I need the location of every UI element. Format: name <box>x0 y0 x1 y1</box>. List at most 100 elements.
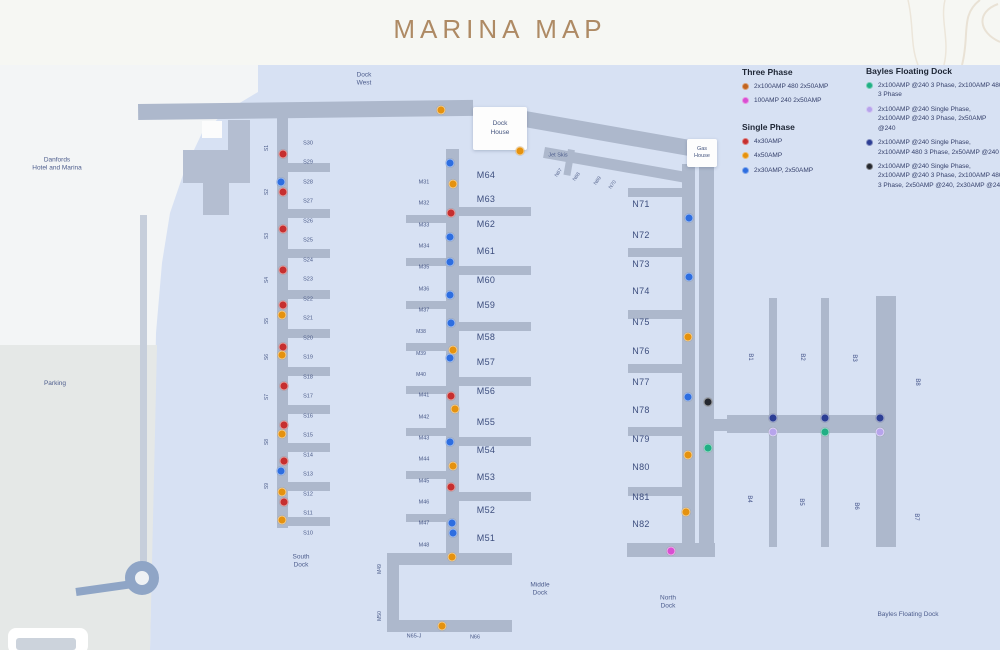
pedestal-marker-red[interactable] <box>278 187 288 197</box>
map-label: S21 <box>303 315 313 322</box>
dock-segment <box>406 258 446 266</box>
pedestal-marker-orange[interactable] <box>436 105 446 115</box>
legend-item: 4x30AMP <box>742 137 860 146</box>
map-label: M64 <box>476 170 496 181</box>
pedestal-marker-red[interactable] <box>278 149 288 159</box>
map-label: M55 <box>476 417 496 428</box>
map-label: S15 <box>303 432 313 439</box>
map-label: M48 <box>418 542 430 549</box>
legend-dot-orangeDark <box>742 83 749 90</box>
legend-dot-black <box>866 162 873 170</box>
pedestal-marker-orange[interactable] <box>683 450 693 460</box>
map-label: M31 <box>418 179 430 186</box>
pedestal-marker-blue[interactable] <box>445 232 455 242</box>
pedestal-marker-orange[interactable] <box>447 552 457 562</box>
pedestal-marker-magenta[interactable] <box>666 546 676 556</box>
map-label: Bayles Floating Dock <box>877 610 939 618</box>
pedestal-marker-black[interactable] <box>703 397 713 407</box>
pedestal-marker-orange[interactable] <box>448 179 458 189</box>
map-label: M62 <box>476 219 496 230</box>
map-label: M46 <box>418 499 430 506</box>
pedestal-marker-orange[interactable] <box>277 350 287 360</box>
map-label: M36 <box>418 286 430 293</box>
legend-item: 2x100AMP 480 2x50AMP <box>742 82 860 91</box>
pedestal-marker-green[interactable] <box>820 427 830 437</box>
map-label: N75 <box>632 317 650 328</box>
map-label: M34 <box>418 243 430 250</box>
pedestal-marker-red[interactable] <box>446 391 456 401</box>
map-label: S19 <box>303 354 313 361</box>
access-road <box>140 215 147 565</box>
dock-segment <box>628 427 682 436</box>
dock-segment <box>628 364 682 373</box>
pedestal-marker-red[interactable] <box>446 482 456 492</box>
map-label: N72 <box>632 230 650 241</box>
pedestal-marker-red[interactable] <box>278 265 288 275</box>
map-label: S14 <box>303 452 313 459</box>
map-label: B4 <box>745 495 752 503</box>
map-label: M58 <box>476 332 496 343</box>
pedestal-marker-blue[interactable] <box>445 437 455 447</box>
legend-item-text: 2x100AMP @240 3 Phase, 2x100AMP 480 3 Ph… <box>878 82 1000 99</box>
map-label: M45 <box>418 478 430 485</box>
dock-segment <box>406 215 446 223</box>
pedestal-marker-purple[interactable] <box>875 427 885 437</box>
map-label: North Dock <box>660 594 676 610</box>
pedestal-marker-red[interactable] <box>446 208 456 218</box>
dock-segment <box>713 419 728 431</box>
pedestal-marker-blue[interactable] <box>683 392 693 402</box>
pedestal-marker-red[interactable] <box>279 420 289 430</box>
pedestal-marker-purple[interactable] <box>768 427 778 437</box>
pedestal-marker-orange[interactable] <box>515 146 525 156</box>
map-label: B3 <box>850 354 857 362</box>
header-band: MARINA MAP <box>0 0 1000 65</box>
map-label: S13 <box>303 471 313 478</box>
roundabout <box>125 561 159 595</box>
pedestal-marker-orange[interactable] <box>277 310 287 320</box>
pedestal-marker-navy[interactable] <box>875 413 885 423</box>
pedestal-marker-orange[interactable] <box>437 621 447 631</box>
pedestal-marker-blue[interactable] <box>684 213 694 223</box>
dock-segment <box>459 266 531 275</box>
pedestal-marker-orange[interactable] <box>277 429 287 439</box>
legend-dot-red <box>742 138 749 145</box>
pedestal-marker-red[interactable] <box>278 224 288 234</box>
pedestal-marker-blue[interactable] <box>276 466 286 476</box>
pedestal-marker-orange[interactable] <box>277 515 287 525</box>
legend-item: 2x100AMP @240 Single Phase, 2x100AMP @24… <box>866 105 1000 133</box>
dock-segment <box>459 207 531 216</box>
pedestal-marker-blue[interactable] <box>445 290 455 300</box>
map-label: M60 <box>476 275 496 286</box>
pedestal-marker-red[interactable] <box>279 456 289 466</box>
pedestal-marker-orange[interactable] <box>450 404 460 414</box>
pedestal-marker-red[interactable] <box>279 497 289 507</box>
dock-segment <box>387 553 399 632</box>
pedestal-marker-blue[interactable] <box>448 528 458 538</box>
map-label: M57 <box>476 357 496 368</box>
pedestal-marker-navy[interactable] <box>820 413 830 423</box>
dock-connector <box>228 120 250 152</box>
dock-segment <box>406 471 446 479</box>
pedestal-marker-red[interactable] <box>279 381 289 391</box>
pedestal-marker-blue[interactable] <box>446 318 456 328</box>
legend-section-title: Single Phase <box>742 122 795 132</box>
page-title: MARINA MAP <box>393 14 607 44</box>
pedestal-marker-orange[interactable] <box>277 487 287 497</box>
pedestal-marker-orange[interactable] <box>681 507 691 517</box>
pedestal-marker-blue[interactable] <box>445 257 455 267</box>
pedestal-marker-green[interactable] <box>703 443 713 453</box>
pedestal-marker-blue[interactable] <box>684 272 694 282</box>
dock-segment <box>682 164 695 544</box>
pedestal-marker-blue[interactable] <box>447 518 457 528</box>
map-label: M40 <box>416 371 426 378</box>
pedestal-marker-orange[interactable] <box>683 332 693 342</box>
map-label: M35 <box>418 264 430 271</box>
dock-segment <box>821 298 829 547</box>
pedestal-marker-red[interactable] <box>278 300 288 310</box>
pedestal-marker-orange[interactable] <box>448 461 458 471</box>
legend-item: 2x100AMP @240 Single Phase, 2x100AMP 480… <box>866 138 1000 157</box>
pedestal-marker-blue[interactable] <box>276 177 286 187</box>
pedestal-marker-navy[interactable] <box>768 413 778 423</box>
pedestal-marker-blue[interactable] <box>445 158 455 168</box>
pedestal-marker-blue[interactable] <box>445 353 455 363</box>
